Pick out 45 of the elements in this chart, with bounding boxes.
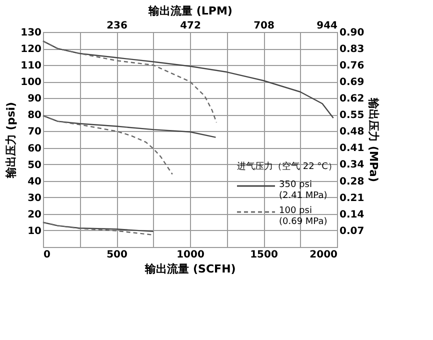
x-tick-label: 1000 — [176, 250, 204, 260]
y2-axis-title: 输出压力 (MPa) — [367, 96, 380, 182]
y-tick-label: 50 — [28, 160, 42, 171]
x2-tick-label: 236 — [106, 20, 128, 32]
y2-tick-label: 0.76 — [340, 60, 364, 72]
x-tick-label: 1500 — [250, 250, 278, 260]
line-series — [42, 40, 218, 124]
legend-label: 100 psi (0.69 MPa) — [279, 206, 328, 227]
y-tick-label: 30 — [28, 192, 42, 204]
y-tick-label: 70 — [28, 126, 42, 138]
x-tick-label: 2000 — [310, 250, 338, 260]
y-tick-label: 40 — [28, 176, 42, 188]
x-axis-title: 输出流量 (SCFH) — [144, 262, 236, 276]
y-tick-label: 120 — [20, 44, 42, 56]
y2-tick-label: 0.48 — [340, 126, 364, 138]
x2-tick-label: 944 — [316, 20, 338, 32]
y2-tick-label: 0.69 — [340, 77, 364, 88]
y2-tick-label: 0.62 — [340, 93, 364, 104]
x-tick-label: 0 — [44, 250, 50, 260]
legend-title: 进气压力（空气 22 °C） — [237, 161, 337, 172]
y2-tick-label: 0.28 — [340, 176, 364, 188]
y-tick-label: 20 — [28, 209, 42, 220]
y-tick-label: 130 — [20, 28, 42, 38]
y2-tick-label: 0.41 — [340, 143, 364, 154]
x2-tick-label: 708 — [254, 20, 274, 32]
line-series — [42, 222, 154, 236]
x-tick-label: 500 — [106, 250, 128, 260]
x2-axis-title: 输出流量 (LPM) — [148, 4, 232, 18]
y-tick-label: 110 — [20, 60, 42, 72]
y-tick-label: 10 — [28, 226, 42, 237]
y-tick-label: 60 — [28, 143, 42, 154]
y2-tick-label: 0.90 — [340, 28, 364, 38]
y2-tick-label: 0.55 — [340, 110, 364, 122]
y2-tick-label: 0.14 — [340, 209, 364, 220]
x2-tick-label: 472 — [180, 20, 201, 32]
y-axis-title: 输出压力 (psi) — [4, 102, 18, 180]
y2-tick-label: 0.07 — [340, 226, 364, 237]
y-tick-label: 100 — [20, 77, 42, 88]
y-tick-label: 90 — [28, 94, 42, 105]
y2-tick-label: 0.21 — [340, 192, 364, 204]
legend-label: 350 psi (2.41 MPa) — [279, 180, 328, 201]
y2-tick-label: 0.34 — [340, 160, 364, 171]
y2-tick-label: 0.83 — [340, 44, 364, 56]
y-tick-label: 80 — [28, 110, 42, 122]
line-series — [42, 115, 173, 175]
